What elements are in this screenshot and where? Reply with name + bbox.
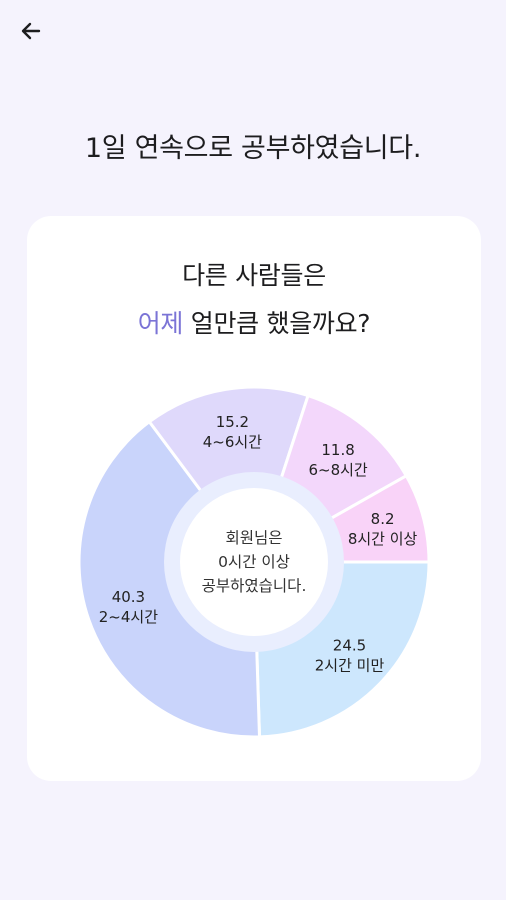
slice-value-label-4: 11.8: [321, 441, 354, 459]
card-title-line1: 다른 사람들은: [182, 261, 326, 290]
slice-category-label-4: 6~8시간: [308, 461, 367, 479]
center-text-line3: 공부하였습니다.: [202, 577, 307, 595]
card-title-accent: 어제: [137, 309, 184, 338]
slice-value-label-2: 40.3: [112, 588, 145, 606]
back-button[interactable]: [14, 14, 48, 48]
slice-category-label-5: 8시간 이상: [348, 530, 418, 548]
slice-value-label-1: 24.5: [333, 637, 366, 655]
card-title-line2: 어제 얼만큼 했을까요?: [27, 304, 481, 340]
center-text-line2: 0시간 이상: [218, 553, 290, 571]
stats-card: 다른 사람들은 어제 얼만큼 했을까요? 24.5 2시간 미만 40.3 2~4시간…: [27, 216, 481, 781]
center-hole: [180, 488, 328, 636]
slice-value-label-5: 8.2: [371, 510, 395, 528]
card-title-rest: 얼만큼 했을까요?: [183, 309, 371, 338]
study-time-donut-chart: 24.5 2시간 미만 40.3 2~4시간 15.2 4~6시간 11.8 6~8시간 8.2…: [77, 385, 431, 739]
slice-category-label-3: 4~6시간: [203, 433, 262, 451]
slice-category-label-1: 2시간 미만: [315, 657, 385, 675]
donut-slice-3: [147, 385, 310, 566]
arrow-left-icon: [21, 22, 41, 40]
slice-category-label-2: 2~4시간: [99, 608, 158, 626]
streak-headline: 1일 연속으로 공부하였습니다.: [84, 133, 422, 164]
slice-value-label-3: 15.2: [216, 413, 249, 431]
center-text-line1: 회원님은: [225, 529, 282, 547]
